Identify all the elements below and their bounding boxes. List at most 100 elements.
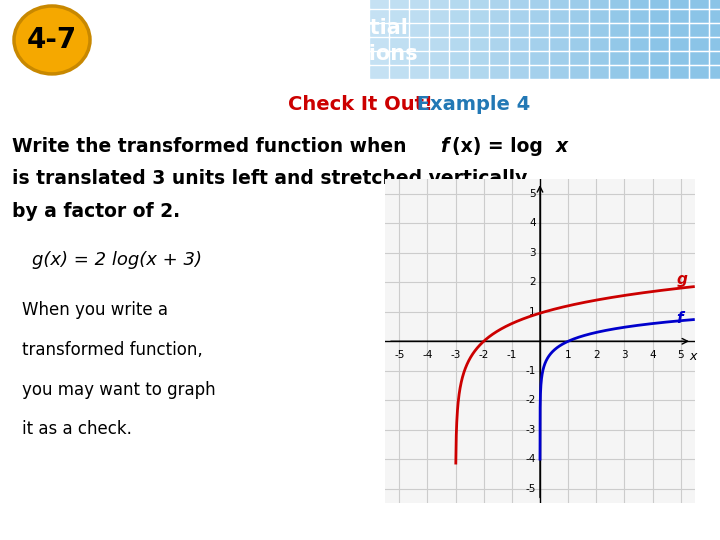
Text: 4: 4 <box>649 350 656 360</box>
Bar <box>690 52 708 64</box>
Bar <box>650 52 668 64</box>
Bar <box>390 66 408 78</box>
Text: Holt Mc.Dougal Algebra 2: Holt Mc.Dougal Algebra 2 <box>8 519 178 532</box>
Bar <box>710 66 720 78</box>
Text: -5: -5 <box>526 483 536 494</box>
Text: 5: 5 <box>529 189 536 199</box>
Text: transformed function,: transformed function, <box>22 341 203 359</box>
Bar <box>710 52 720 64</box>
Bar <box>610 10 628 22</box>
Text: -4: -4 <box>422 350 433 360</box>
Bar <box>590 38 608 50</box>
Bar <box>410 52 428 64</box>
Ellipse shape <box>14 6 90 74</box>
Bar <box>370 52 388 64</box>
Text: -2: -2 <box>526 395 536 405</box>
Bar <box>550 0 568 8</box>
Bar <box>430 52 448 64</box>
Text: -3: -3 <box>451 350 461 360</box>
Bar <box>430 24 448 36</box>
Bar <box>450 0 468 8</box>
Bar <box>650 10 668 22</box>
Bar <box>590 10 608 22</box>
Bar <box>670 38 688 50</box>
Bar <box>410 10 428 22</box>
Bar <box>570 38 588 50</box>
Text: -1: -1 <box>507 350 517 360</box>
Bar <box>470 66 488 78</box>
Text: -3: -3 <box>526 424 536 435</box>
Text: 2: 2 <box>593 350 600 360</box>
Bar <box>450 38 468 50</box>
Bar <box>670 52 688 64</box>
Bar <box>650 24 668 36</box>
Bar <box>530 52 548 64</box>
Text: and Logarithmic Functions: and Logarithmic Functions <box>105 44 418 64</box>
Bar <box>570 52 588 64</box>
Bar <box>550 24 568 36</box>
Bar <box>570 66 588 78</box>
Bar <box>450 24 468 36</box>
Bar <box>710 0 720 8</box>
Bar <box>710 38 720 50</box>
Bar <box>470 52 488 64</box>
Bar <box>690 0 708 8</box>
Bar <box>670 66 688 78</box>
Bar <box>670 0 688 8</box>
Bar <box>430 66 448 78</box>
Bar <box>430 38 448 50</box>
Bar <box>550 38 568 50</box>
Bar <box>610 66 628 78</box>
Bar <box>390 0 408 8</box>
Bar <box>510 66 528 78</box>
Bar <box>590 66 608 78</box>
Bar <box>690 66 708 78</box>
Bar <box>510 10 528 22</box>
Bar <box>530 38 548 50</box>
Bar <box>590 0 608 8</box>
Bar <box>610 38 628 50</box>
Text: Copyright © by Holt Mc Dougal.: Copyright © by Holt Mc Dougal. <box>590 521 720 531</box>
Bar <box>630 66 648 78</box>
Bar <box>670 24 688 36</box>
Bar <box>710 10 720 22</box>
Text: -1: -1 <box>526 366 536 376</box>
Bar <box>530 0 548 8</box>
Bar <box>530 66 548 78</box>
Text: 3: 3 <box>529 248 536 258</box>
Bar <box>650 0 668 8</box>
Bar <box>490 52 508 64</box>
Bar <box>490 0 508 8</box>
Text: -5: -5 <box>394 350 405 360</box>
Text: 3: 3 <box>621 350 628 360</box>
Bar <box>570 10 588 22</box>
Text: Check It Out!: Check It Out! <box>287 96 433 114</box>
Bar <box>410 66 428 78</box>
Text: you may want to graph: you may want to graph <box>22 381 215 399</box>
Bar <box>370 0 388 8</box>
Text: f: f <box>440 137 448 157</box>
Bar <box>610 0 628 8</box>
Bar <box>690 24 708 36</box>
Bar <box>530 24 548 36</box>
Bar <box>550 52 568 64</box>
Bar <box>450 10 468 22</box>
Text: -4: -4 <box>526 454 536 464</box>
Bar <box>390 38 408 50</box>
Text: Transforming Exponential: Transforming Exponential <box>105 18 408 38</box>
Text: it as a check.: it as a check. <box>22 421 132 438</box>
Bar <box>550 66 568 78</box>
Bar <box>610 52 628 64</box>
Bar <box>490 24 508 36</box>
Bar <box>410 38 428 50</box>
Bar <box>410 0 428 8</box>
Text: Example 4: Example 4 <box>410 96 530 114</box>
Bar <box>510 52 528 64</box>
Bar <box>630 38 648 50</box>
Bar <box>390 10 408 22</box>
Bar <box>430 10 448 22</box>
Bar <box>470 10 488 22</box>
Text: is translated 3 units left and stretched vertically: is translated 3 units left and stretched… <box>12 170 527 188</box>
Bar <box>590 52 608 64</box>
Text: by a factor of 2.: by a factor of 2. <box>12 202 180 221</box>
